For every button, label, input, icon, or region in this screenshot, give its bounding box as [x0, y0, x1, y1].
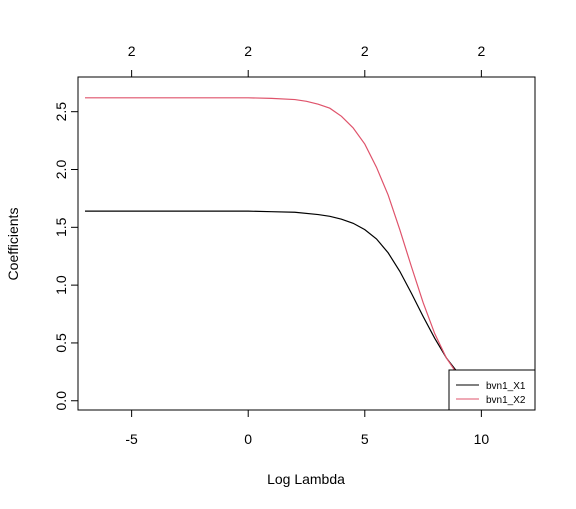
series-line-bvn1-x1 — [84, 210, 505, 400]
series-line-bvn1-x2 — [84, 97, 505, 400]
x-axis-bottom: -5 0 5 10 — [125, 409, 490, 447]
x-tick-label: 10 — [474, 431, 490, 447]
x-axis-title: Log Lambda — [267, 471, 345, 487]
x-tick-label: 5 — [361, 431, 369, 447]
y-tick-label: 0.0 — [53, 391, 69, 411]
top-tick-label: 2 — [128, 43, 136, 59]
y-tick-label: 0.5 — [53, 333, 69, 353]
top-tick-label: 2 — [244, 43, 252, 59]
y-tick-label: 1.5 — [53, 217, 69, 237]
x-axis-top: 2 2 2 2 — [128, 43, 485, 78]
y-tick-label: 2.5 — [53, 102, 69, 122]
top-tick-label: 2 — [477, 43, 485, 59]
y-tick-label: 1.0 — [53, 275, 69, 295]
y-axis-title: Coefficients — [5, 208, 21, 281]
legend-box — [448, 369, 536, 411]
legend-label-bvn1-x1: bvn1_X1 — [486, 381, 526, 392]
top-tick-label: 2 — [361, 43, 369, 59]
x-tick-label: 0 — [244, 431, 252, 447]
legend: bvn1_X1 bvn1_X2 — [448, 369, 536, 411]
y-axis-left: 0.0 0.5 1.0 1.5 2.0 2.5 — [53, 102, 79, 411]
legend-label-bvn1-x2: bvn1_X2 — [486, 395, 526, 406]
y-tick-label: 2.0 — [53, 160, 69, 180]
x-tick-label: -5 — [125, 431, 138, 447]
plot-frame — [77, 76, 536, 411]
